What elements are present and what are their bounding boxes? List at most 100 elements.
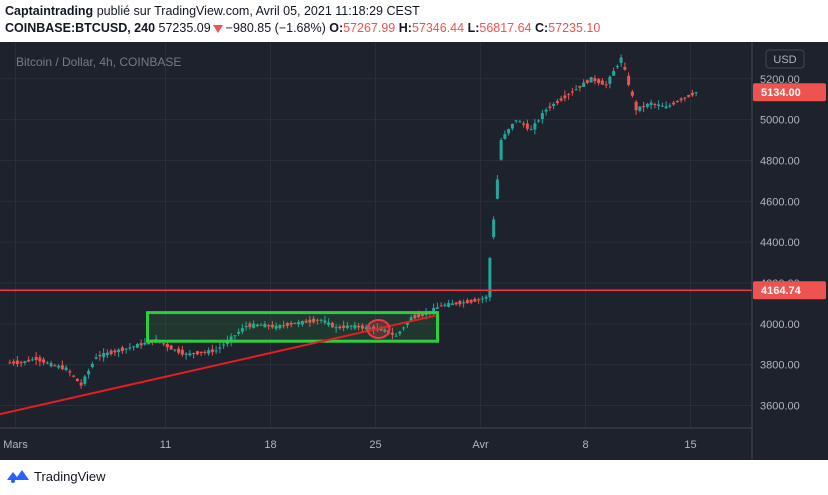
- candle-body: [544, 109, 548, 112]
- candle-body: [578, 85, 582, 88]
- candle-body: [585, 80, 589, 83]
- candle-body: [477, 299, 481, 301]
- candle-body: [259, 324, 263, 326]
- candle-body: [199, 351, 203, 354]
- trend-line[interactable]: [0, 314, 436, 416]
- candle-body: [15, 360, 19, 365]
- candle-body: [23, 361, 27, 363]
- candle-body: [270, 324, 274, 328]
- candle-body: [83, 376, 87, 384]
- currency-button[interactable]: USD: [765, 49, 805, 69]
- candle-body: [57, 365, 61, 368]
- price-axis[interactable]: [752, 42, 828, 460]
- candle-body: [447, 302, 451, 307]
- candle-body: [372, 326, 376, 330]
- candle-body: [27, 359, 31, 362]
- candle-body: [98, 354, 102, 357]
- price-tag: [753, 281, 826, 300]
- candle-body: [683, 97, 687, 99]
- candle-body: [454, 302, 458, 305]
- time-tick-label: 11: [160, 439, 171, 451]
- candle-body: [642, 106, 646, 108]
- chart-area[interactable]: 3600.003800.004000.004200.004400.004600.…: [0, 42, 828, 460]
- candle-body: [687, 94, 691, 97]
- price-tick-label: 3600.00: [760, 401, 800, 413]
- tradingview-logo-icon[interactable]: [6, 468, 30, 484]
- footer: TradingView: [0, 460, 828, 495]
- author-name[interactable]: Captaintrading: [5, 4, 94, 18]
- candle-body: [102, 352, 106, 358]
- candle-body: [353, 324, 357, 329]
- price-tick-label: 5000.00: [760, 115, 800, 127]
- price-tag-label: 5134.00: [761, 87, 801, 99]
- candle-body: [135, 343, 139, 348]
- ohlc-legend: COINBASE:BTCUSD, 240 57235.09 −980.85 (−1…: [5, 21, 600, 35]
- candle-body: [87, 370, 91, 375]
- candle-body: [94, 357, 98, 359]
- candle-body: [420, 313, 424, 316]
- candle-body: [495, 179, 499, 199]
- candle-body: [593, 78, 597, 82]
- range-box[interactable]: [146, 311, 439, 343]
- candle-body: [492, 219, 496, 238]
- price-tick-label: 4800.00: [760, 155, 800, 167]
- candle-body: [248, 323, 252, 328]
- candle-body: [458, 300, 462, 305]
- candle-body: [255, 324, 259, 327]
- candle-body: [360, 325, 364, 329]
- candle-body: [597, 79, 601, 84]
- candle-body: [694, 92, 698, 94]
- down-arrow-icon: [212, 24, 223, 33]
- low-value: 56817.64: [479, 21, 532, 35]
- candle-body: [499, 140, 503, 160]
- time-tick-label: Avr: [472, 439, 489, 451]
- candle-body: [548, 106, 552, 108]
- time-tick-label: 15: [684, 439, 696, 451]
- candle-body: [64, 367, 68, 371]
- price-tag: [753, 83, 826, 102]
- price-tick-label: 4600.00: [760, 196, 800, 208]
- candle-body: [34, 356, 38, 361]
- candle-body: [582, 82, 586, 87]
- candle-body: [267, 325, 271, 327]
- marker-circle[interactable]: [366, 318, 391, 339]
- price-change: −980.85 (−1.68%): [225, 21, 326, 35]
- candle-body: [195, 351, 199, 355]
- candle-body: [634, 101, 638, 111]
- drawing-layer[interactable]: [0, 289, 752, 416]
- open-label: O:: [329, 21, 344, 35]
- candle-body: [252, 323, 256, 328]
- candle-body: [143, 342, 147, 345]
- candle-body: [278, 325, 282, 329]
- candle-body: [537, 120, 541, 122]
- candle-body: [383, 329, 387, 332]
- candle-body: [357, 325, 361, 328]
- candle-body: [338, 326, 342, 329]
- candle-body: [90, 363, 94, 367]
- candle-body: [627, 75, 631, 85]
- candle-body: [300, 321, 304, 325]
- price-tick-label: 4400.00: [760, 237, 800, 249]
- candle-body: [293, 322, 297, 324]
- time-tick-label: 25: [369, 439, 381, 451]
- price-tag-label: 4164.74: [761, 285, 802, 297]
- candle-body: [312, 318, 316, 323]
- candle-body: [203, 351, 207, 353]
- candlestick-chart[interactable]: 3600.003800.004000.004200.004400.004600.…: [0, 42, 828, 460]
- candle-body: [42, 359, 46, 363]
- candle-body: [503, 134, 507, 139]
- axis-layer: 3600.003800.004000.004200.004400.004600.…: [0, 42, 826, 460]
- candle-body: [462, 302, 466, 304]
- candle-body: [608, 76, 612, 84]
- candle-body: [600, 80, 604, 85]
- candle-body: [439, 305, 443, 307]
- brand-name[interactable]: TradingView: [34, 469, 106, 484]
- candle-body: [12, 361, 16, 364]
- candle-body: [218, 347, 222, 349]
- candle-body: [510, 123, 514, 129]
- candle-body: [604, 84, 608, 86]
- candle-body: [109, 350, 113, 354]
- candle-body: [192, 353, 196, 355]
- high-value: 57346.44: [411, 21, 465, 35]
- candle-body: [379, 327, 383, 331]
